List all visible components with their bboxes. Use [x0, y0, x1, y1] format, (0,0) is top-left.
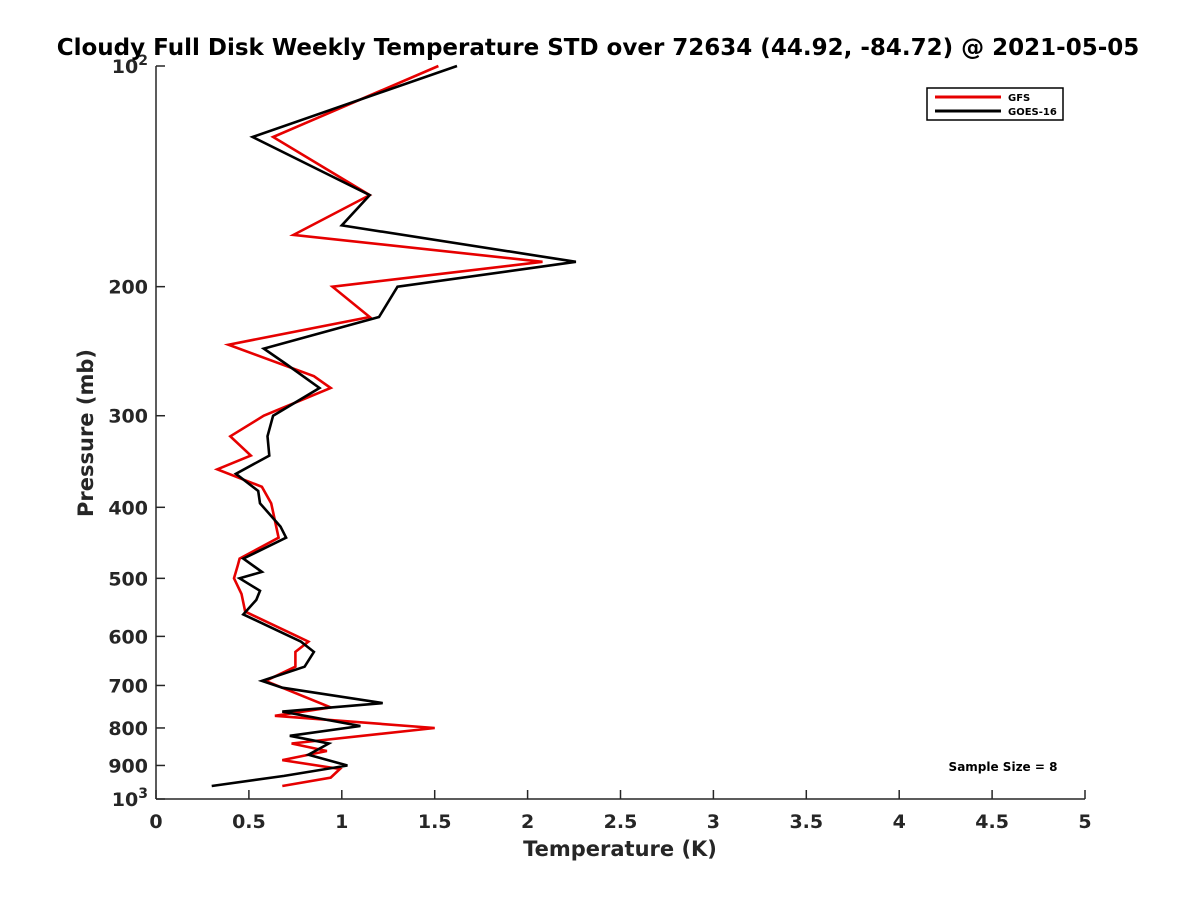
x-tick-label: 5 — [1078, 811, 1091, 833]
y-tick-label: 800 — [108, 718, 148, 740]
y-tick-label: 400 — [108, 497, 148, 519]
y-tick-label: 900 — [108, 755, 148, 777]
x-tick-label: 0.5 — [232, 811, 266, 833]
x-tick-label: 3.5 — [789, 811, 823, 833]
y-tick-label: 103 — [112, 786, 148, 811]
y-tick-label: 300 — [108, 406, 148, 428]
legend-label-goes16: GOES-16 — [1008, 107, 1057, 118]
x-tick-label: 2.5 — [604, 811, 638, 833]
x-tick-label: 2 — [521, 811, 534, 833]
y-tick-label: 600 — [108, 626, 148, 648]
x-tick-label: 3 — [707, 811, 720, 833]
legend: GFS GOES-16 — [926, 87, 1064, 121]
series-line-goes16 — [211, 64, 577, 788]
x-tick-label: 0 — [149, 811, 162, 833]
y-tick-label: 700 — [108, 675, 148, 697]
chart-title: Cloudy Full Disk Weekly Temperature STD … — [57, 35, 1140, 61]
y-tick-label: 200 — [108, 277, 148, 299]
x-tick-label: 1 — [335, 811, 348, 833]
y-tick-label: 500 — [108, 568, 148, 590]
x-tick-label: 1.5 — [418, 811, 452, 833]
y-tick-label: 102 — [112, 53, 148, 78]
y-ticks: 102 200 300 400 500 600 700 800 900 103 — [108, 53, 165, 811]
x-ticks: 0 0.5 1 1.5 2 2.5 3 3.5 4 4.5 5 — [149, 790, 1092, 833]
sample-size-annotation: Sample Size = 8 — [949, 760, 1058, 774]
x-tick-label: 4.5 — [975, 811, 1009, 833]
plot-lines — [211, 64, 577, 788]
legend-box — [926, 87, 1064, 121]
legend-label-gfs: GFS — [1008, 93, 1030, 104]
series-line-gfs — [213, 64, 543, 788]
x-axis-label: Temperature (K) — [523, 837, 717, 861]
y-axis-label: Pressure (mb) — [74, 349, 98, 517]
x-tick-label: 4 — [893, 811, 906, 833]
